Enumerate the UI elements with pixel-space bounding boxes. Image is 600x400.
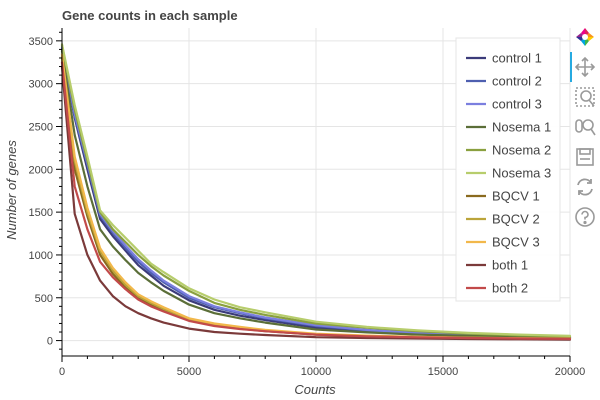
series-group [60, 43, 572, 341]
legend-label: both 2 [492, 281, 528, 296]
toolbar-active-indicator [570, 52, 572, 82]
help-tool-icon[interactable] [574, 206, 596, 228]
legend-label: both 1 [492, 258, 528, 273]
series-line-nosema-3 [60, 43, 572, 337]
chart-title: Gene counts in each sample [62, 8, 238, 23]
y-axis-label: Number of genes [4, 140, 19, 240]
y-tick-label: 3000 [29, 79, 53, 91]
reset-tool-icon[interactable] [574, 176, 596, 198]
legend-label: control 1 [492, 51, 542, 66]
x-tick-label: 10000 [301, 366, 332, 378]
legend-label: BQCV 1 [492, 189, 540, 204]
axes: 0 500 1000 1500 2000 2500 3000 3500 0 5000 10000 15… [29, 28, 586, 378]
wheel-zoom-tool-icon[interactable] [574, 116, 596, 138]
y-tick-label: 2000 [29, 164, 53, 176]
legend-label: BQCV 3 [492, 235, 540, 250]
save-tool-icon[interactable] [574, 146, 596, 168]
series-line-both-1 [60, 65, 572, 341]
bokeh-logo-icon[interactable] [574, 26, 596, 48]
pan-tool-icon[interactable] [574, 56, 596, 78]
y-tick-label: 2500 [29, 121, 53, 133]
y-tick-label: 500 [35, 293, 53, 305]
y-tick-label: 3500 [29, 36, 53, 48]
x-axis-label: Counts [294, 382, 336, 397]
x-tick-label: 5000 [177, 366, 201, 378]
series-line-both-2 [60, 61, 572, 340]
legend: control 1 control 2 control 3 Nosema 1 Nosem… [455, 37, 561, 302]
y-tick-label: 1500 [29, 207, 53, 219]
legend-label: Nosema 2 [492, 143, 551, 158]
y-tick-label: 1000 [29, 250, 53, 262]
legend-label: control 2 [492, 74, 542, 89]
legend-label: Nosema 1 [492, 120, 551, 135]
series-line-nosema-1 [60, 49, 572, 339]
legend-label: Nosema 3 [492, 166, 551, 181]
legend-label: BQCV 2 [492, 212, 540, 227]
y-tick-label: 0 [47, 336, 53, 348]
x-tick-label: 15000 [428, 366, 459, 378]
legend-label: control 3 [492, 97, 542, 112]
box-zoom-tool-icon[interactable] [574, 86, 596, 108]
x-tick-label: 20000 [555, 366, 586, 378]
x-tick-label: 0 [59, 366, 65, 378]
toolbar [570, 22, 600, 242]
